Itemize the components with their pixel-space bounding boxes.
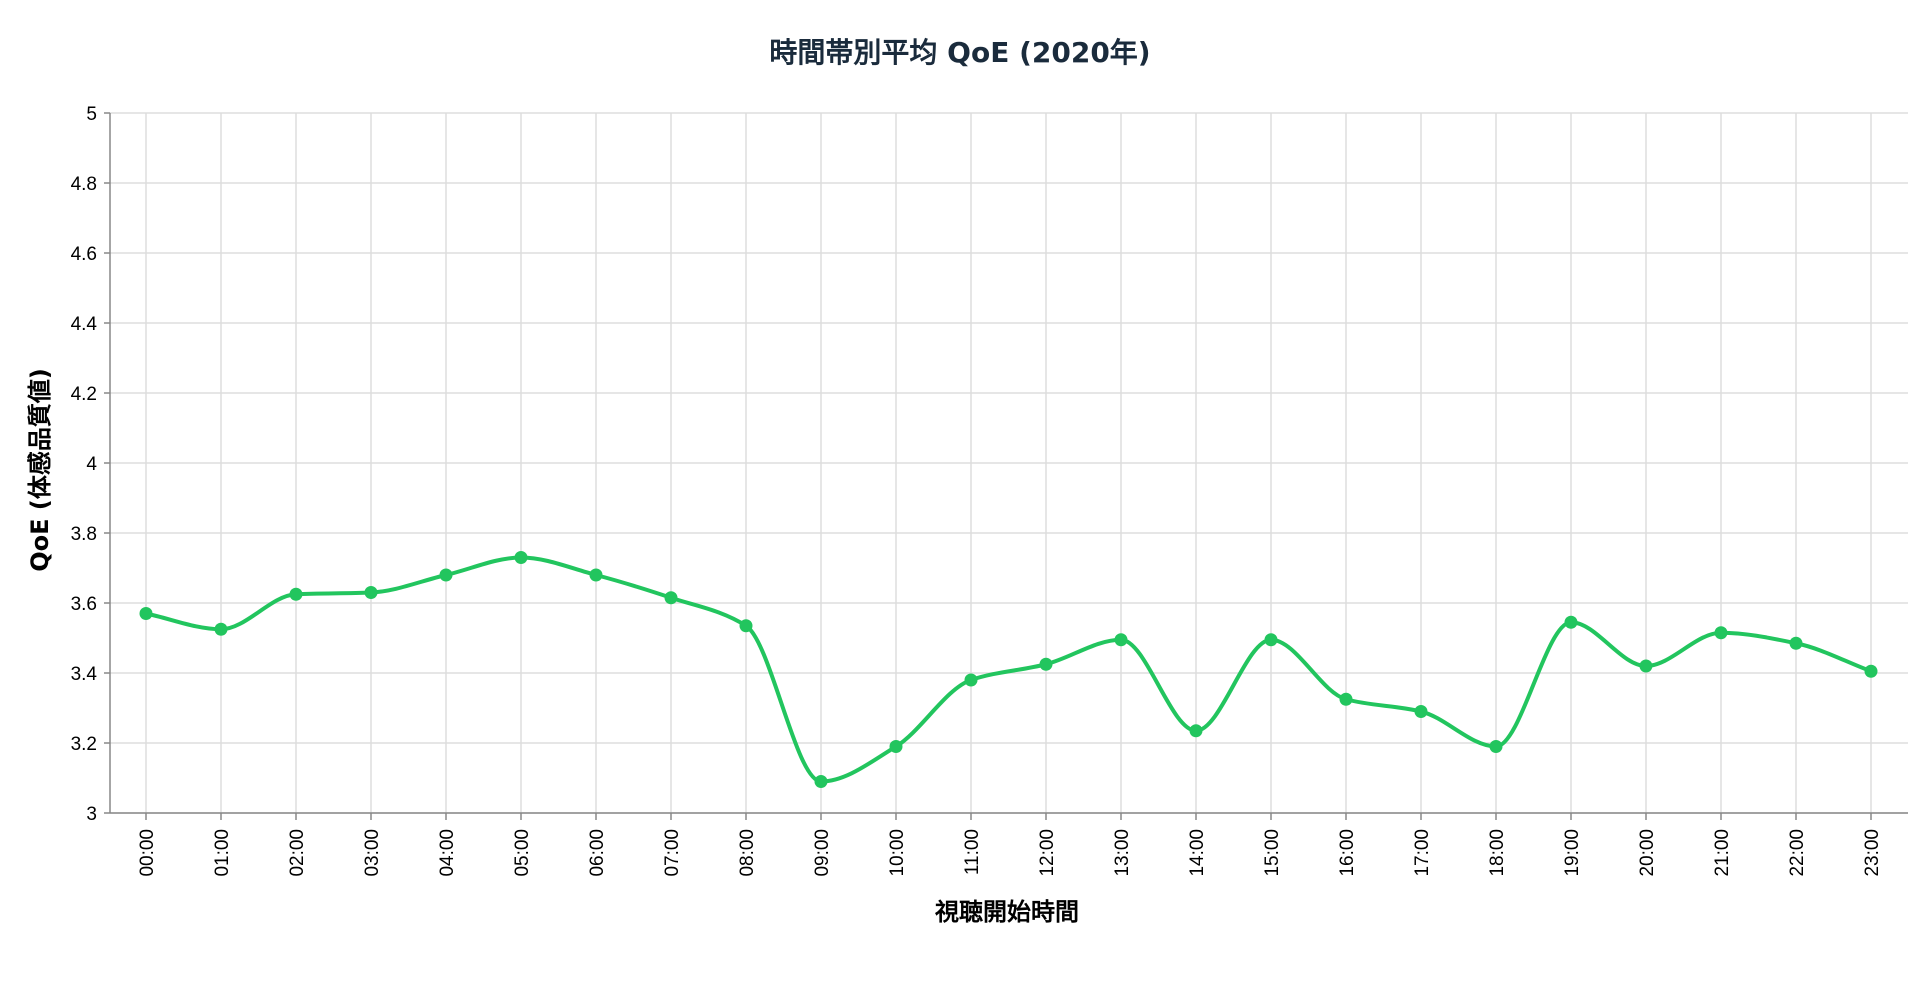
x-tick-label: 11:00 <box>962 829 983 875</box>
x-tick-label: 02:00 <box>287 829 308 877</box>
series-line <box>144 555 1873 784</box>
x-axis-title: 視聴開始時間 <box>934 898 1079 926</box>
data-point[interactable] <box>1039 657 1053 671</box>
x-tick-label: 00:00 <box>137 829 158 877</box>
x-tick-label: 13:00 <box>1112 829 1133 877</box>
x-tick-label: 05:00 <box>512 829 533 877</box>
y-axis-title: QoE (体感品質値) <box>26 368 54 572</box>
data-point[interactable] <box>1639 659 1653 673</box>
data-point[interactable] <box>889 740 903 753</box>
x-tick-label: 19:00 <box>1562 829 1583 877</box>
data-point[interactable] <box>739 619 753 633</box>
y-tick-label: 4.2 <box>71 384 97 405</box>
data-point[interactable] <box>589 568 603 582</box>
data-point[interactable] <box>1489 740 1503 753</box>
x-tick-label: 08:00 <box>737 829 758 877</box>
y-tick-label: 4.6 <box>71 244 97 265</box>
x-tick-label: 20:00 <box>1637 829 1658 877</box>
grid <box>110 112 1908 814</box>
x-tick-label: 22:00 <box>1787 829 1808 877</box>
y-tick-label: 3 <box>86 804 97 825</box>
data-point[interactable] <box>664 591 678 605</box>
x-tick-label: 06:00 <box>587 829 608 877</box>
x-tick-label: 04:00 <box>437 829 458 877</box>
data-point[interactable] <box>964 673 978 687</box>
data-point[interactable] <box>1714 626 1728 640</box>
x-tick-label: 21:00 <box>1712 829 1733 877</box>
data-point[interactable] <box>439 568 453 582</box>
data-point[interactable] <box>1864 664 1878 678</box>
x-tick-label: 17:00 <box>1412 829 1433 877</box>
x-tick-label: 10:00 <box>887 829 908 877</box>
y-tick-label: 4 <box>86 454 97 475</box>
x-tick-label: 14:00 <box>1187 829 1208 877</box>
chart-title: 時間帯別平均 QoE (2020年) <box>769 36 1150 69</box>
x-tick-label: 15:00 <box>1262 829 1283 877</box>
data-point[interactable] <box>214 622 228 636</box>
x-tick-label: 01:00 <box>212 829 233 877</box>
data-point[interactable] <box>139 607 153 620</box>
y-tick-label: 5 <box>86 104 97 125</box>
data-point[interactable] <box>364 586 378 599</box>
data-point[interactable] <box>1564 615 1578 629</box>
x-tick-label: 03:00 <box>362 829 383 877</box>
data-series <box>139 551 1878 788</box>
x-tick-label: 12:00 <box>1037 829 1058 877</box>
y-tick-label: 3.6 <box>71 594 97 615</box>
data-point[interactable] <box>289 587 303 601</box>
y-tick-label: 3.8 <box>71 524 97 545</box>
y-tick-label: 4.4 <box>71 314 98 335</box>
x-tick-label: 09:00 <box>812 829 833 877</box>
data-point[interactable] <box>814 775 828 788</box>
x-tick-label: 23:00 <box>1862 829 1883 877</box>
data-point[interactable] <box>514 551 528 564</box>
data-point[interactable] <box>1414 705 1428 718</box>
y-tick-label: 3.4 <box>71 664 98 685</box>
axes: 3 3.2 3.4 3.6 3.8 4 4.2 4.4 4.6 4.8 5 00:00 01:00 02:… <box>71 104 1908 877</box>
x-tick-label: 16:00 <box>1337 829 1358 877</box>
x-tick-label: 07:00 <box>662 829 683 877</box>
data-point[interactable] <box>1339 692 1353 706</box>
x-tick-label: 18:00 <box>1487 829 1508 877</box>
data-point[interactable] <box>1114 633 1128 647</box>
data-point[interactable] <box>1189 724 1203 738</box>
y-tick-label: 4.8 <box>71 174 97 195</box>
data-point[interactable] <box>1789 636 1803 650</box>
data-point[interactable] <box>1264 633 1278 647</box>
y-tick-label: 3.2 <box>71 734 97 755</box>
